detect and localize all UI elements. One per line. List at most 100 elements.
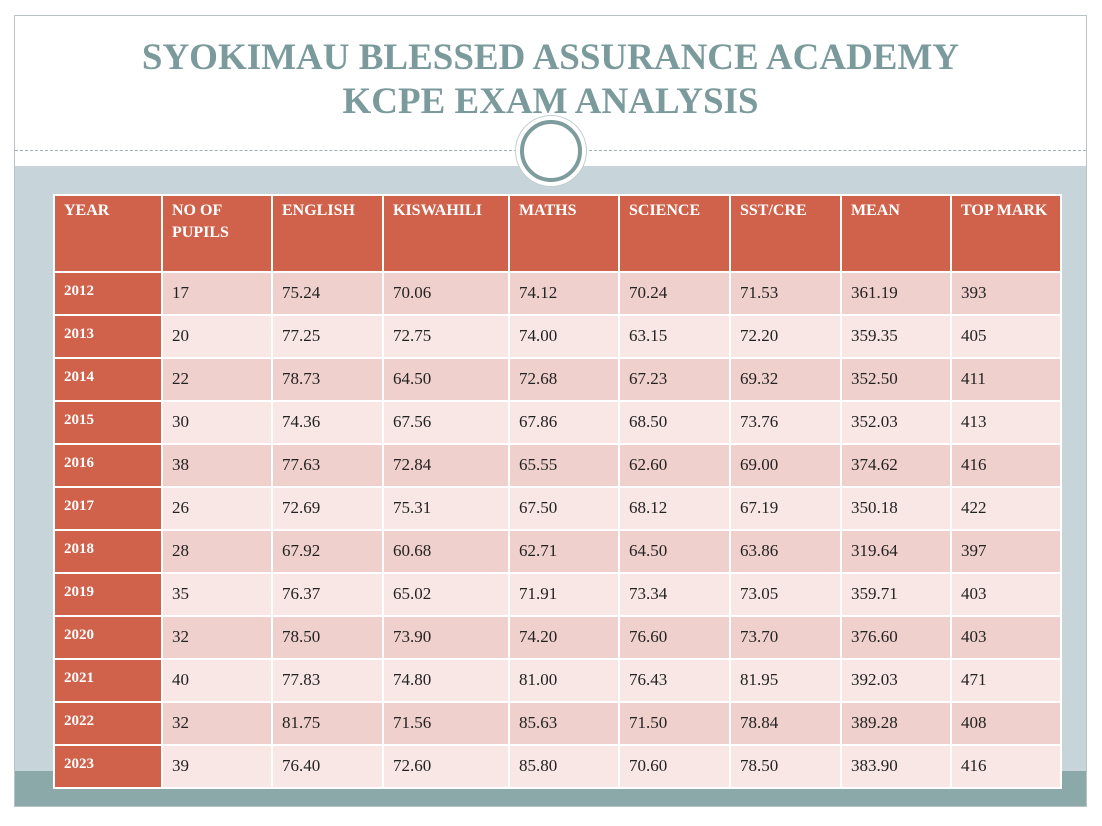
year-cell: 2013: [53, 314, 163, 359]
table-cell: 77.25: [271, 314, 384, 359]
year-cell: 2018: [53, 529, 163, 574]
table-cell: 74.36: [271, 400, 384, 445]
table-cell: 67.86: [508, 400, 620, 445]
year-cell: 2012: [53, 271, 163, 316]
table-row: 2020 32 78.50 73.90 74.20 76.60 73.70 376.60 403: [53, 615, 1062, 660]
table-cell: 72.68: [508, 357, 620, 402]
table-cell: 22: [161, 357, 273, 402]
table-row: 2013 20 77.25 72.75 74.00 63.15 72.20 359.35 405: [53, 314, 1062, 359]
year-cell: 2019: [53, 572, 163, 617]
table-cell: 64.50: [618, 529, 731, 574]
circle-ornament: [520, 120, 582, 182]
table-cell: 75.31: [382, 486, 510, 531]
table-cell: 73.76: [729, 400, 842, 445]
table-cell: 60.68: [382, 529, 510, 574]
table-cell: 69.32: [729, 357, 842, 402]
table-cell: 81.95: [729, 658, 842, 703]
table-cell: 393: [950, 271, 1062, 316]
table-cell: 350.18: [840, 486, 952, 531]
results-table: YEAR NO OF PUPILS ENGLISH KISWAHILI MATHS SCI…: [53, 194, 1062, 789]
table-cell: 70.24: [618, 271, 731, 316]
table-cell: 76.60: [618, 615, 731, 660]
table-cell: 85.63: [508, 701, 620, 746]
table-row: 2021 40 77.83 74.80 81.00 76.43 81.95 392.03 471: [53, 658, 1062, 703]
table-cell: 39: [161, 744, 273, 789]
table-row: 2012 17 75.24 70.06 74.12 70.24 71.53 361.19 393: [53, 271, 1062, 316]
table-row: 2014 22 78.73 64.50 72.68 67.23 69.32 352.50 411: [53, 357, 1062, 402]
table-cell: 72.75: [382, 314, 510, 359]
table-cell: 72.69: [271, 486, 384, 531]
table-cell: 413: [950, 400, 1062, 445]
table-cell: 397: [950, 529, 1062, 574]
table-cell: 374.62: [840, 443, 952, 488]
table-cell: 416: [950, 443, 1062, 488]
table-cell: 38: [161, 443, 273, 488]
table-cell: 85.80: [508, 744, 620, 789]
table-cell: 71.53: [729, 271, 842, 316]
table-cell: 62.60: [618, 443, 731, 488]
table-cell: 32: [161, 615, 273, 660]
table-cell: 319.64: [840, 529, 952, 574]
table-cell: 72.20: [729, 314, 842, 359]
column-header: SST/CRE: [729, 194, 842, 273]
table-cell: 64.50: [382, 357, 510, 402]
table-cell: 70.06: [382, 271, 510, 316]
table-cell: 74.12: [508, 271, 620, 316]
table-cell: 30: [161, 400, 273, 445]
table-cell: 471: [950, 658, 1062, 703]
table-cell: 389.28: [840, 701, 952, 746]
table-cell: 63.86: [729, 529, 842, 574]
table-cell: 65.02: [382, 572, 510, 617]
table-row: 2023 39 76.40 72.60 85.80 70.60 78.50 383.90 416: [53, 744, 1062, 789]
table-cell: 63.15: [618, 314, 731, 359]
table-cell: 76.43: [618, 658, 731, 703]
column-header: NO OF PUPILS: [161, 194, 273, 273]
table-cell: 67.56: [382, 400, 510, 445]
table-cell: 403: [950, 615, 1062, 660]
table-row: 2016 38 77.63 72.84 65.55 62.60 69.00 374.62 416: [53, 443, 1062, 488]
table-cell: 376.60: [840, 615, 952, 660]
column-header: TOP MARK: [950, 194, 1062, 273]
header-row: YEAR NO OF PUPILS ENGLISH KISWAHILI MATHS SCI…: [53, 194, 1062, 273]
table-cell: 359.35: [840, 314, 952, 359]
year-cell: 2022: [53, 701, 163, 746]
table-cell: 411: [950, 357, 1062, 402]
title-line: SYOKIMAU BLESSED ASSURANCE ACADEMY: [141, 37, 960, 78]
column-header: MEAN: [840, 194, 952, 273]
table-cell: 392.03: [840, 658, 952, 703]
table-cell: 383.90: [840, 744, 952, 789]
table-cell: 71.50: [618, 701, 731, 746]
table-cell: 40: [161, 658, 273, 703]
table-cell: 74.80: [382, 658, 510, 703]
table-cell: 32: [161, 701, 273, 746]
table-cell: 62.71: [508, 529, 620, 574]
table-cell: 77.63: [271, 443, 384, 488]
table-cell: 78.50: [271, 615, 384, 660]
table-cell: 73.70: [729, 615, 842, 660]
table-row: 2022 32 81.75 71.56 85.63 71.50 78.84 389.28 408: [53, 701, 1062, 746]
table-cell: 68.12: [618, 486, 731, 531]
table-cell: 352.03: [840, 400, 952, 445]
table-cell: 67.23: [618, 357, 731, 402]
table-cell: 67.19: [729, 486, 842, 531]
year-cell: 2015: [53, 400, 163, 445]
table-cell: 352.50: [840, 357, 952, 402]
table-cell: 405: [950, 314, 1062, 359]
column-header: ENGLISH: [271, 194, 384, 273]
table-cell: 76.40: [271, 744, 384, 789]
year-cell: 2014: [53, 357, 163, 402]
table-cell: 17: [161, 271, 273, 316]
table-cell: 71.91: [508, 572, 620, 617]
column-header: KISWAHILI: [382, 194, 510, 273]
table-cell: 72.84: [382, 443, 510, 488]
column-header: MATHS: [508, 194, 620, 273]
table-cell: 20: [161, 314, 273, 359]
year-cell: 2020: [53, 615, 163, 660]
table-cell: 74.20: [508, 615, 620, 660]
year-cell: 2023: [53, 744, 163, 789]
column-header: YEAR: [53, 194, 163, 273]
table-cell: 76.37: [271, 572, 384, 617]
table-cell: 28: [161, 529, 273, 574]
title-line: KCPE EXAM ANALYSIS: [342, 81, 759, 122]
